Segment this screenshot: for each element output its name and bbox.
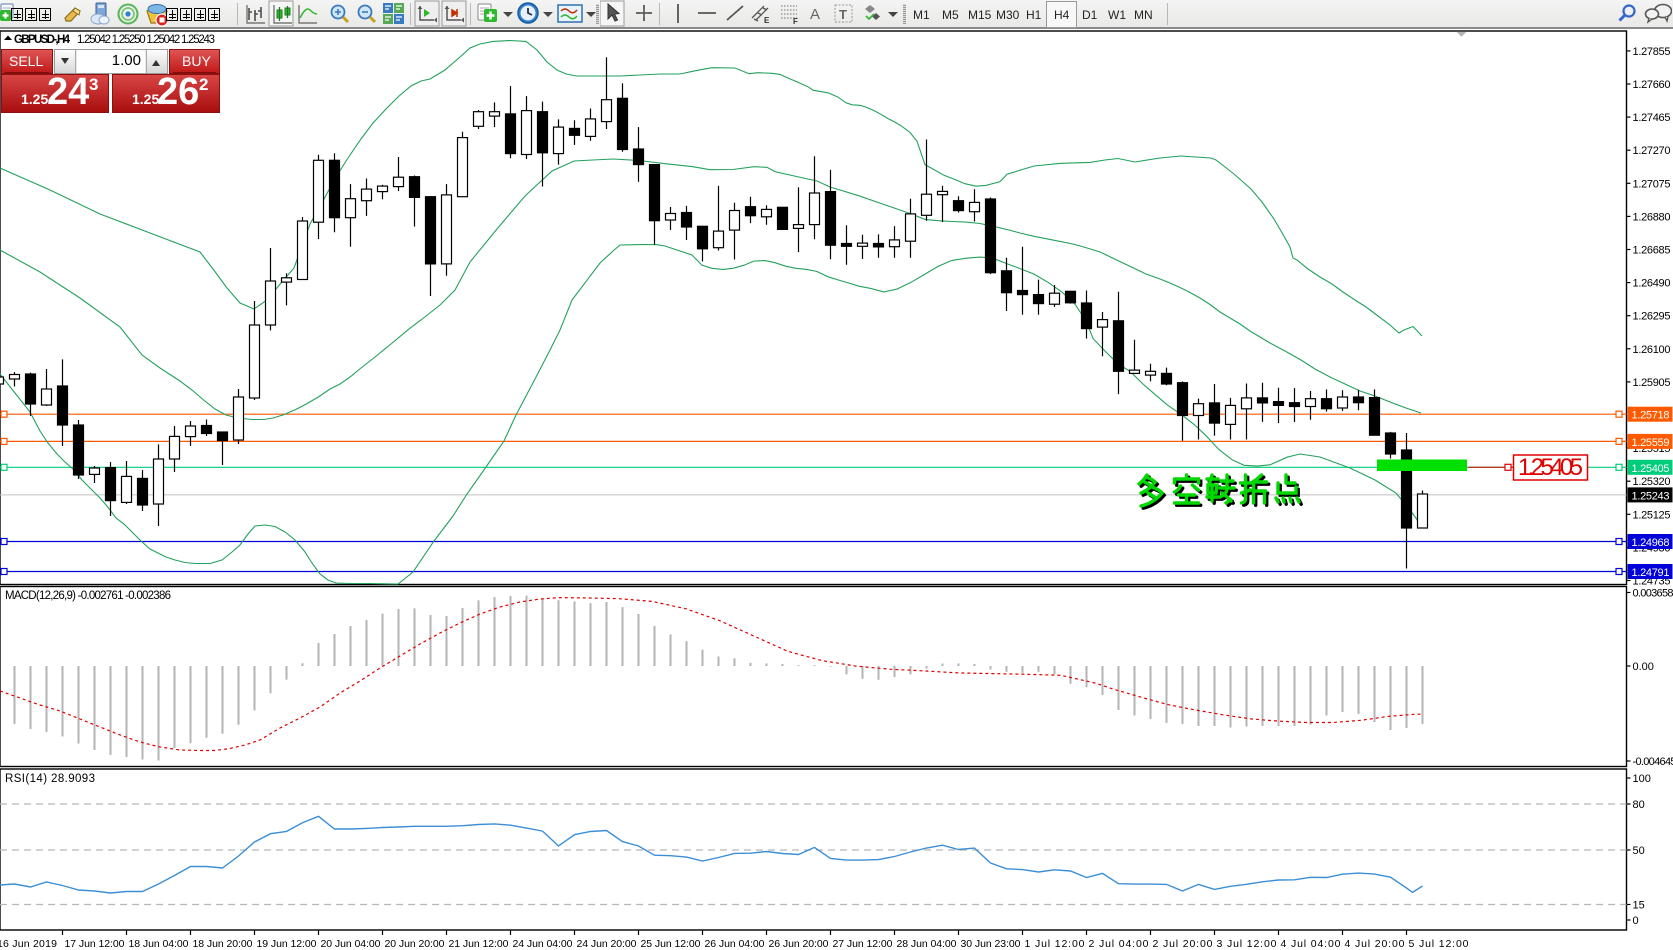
svg-text:1 Jul 12:00: 1 Jul 12:00 (1025, 938, 1085, 950)
svg-text:18 Jun 04:00: 18 Jun 04:00 (129, 938, 189, 950)
svg-text:17 Jun 12:00: 17 Jun 12:00 (65, 938, 125, 950)
svg-text:5 Jul 12:00: 5 Jul 12:00 (1409, 938, 1469, 950)
svg-text:2 Jul 04:00: 2 Jul 04:00 (1089, 938, 1149, 950)
svg-text:25 Jun 12:00: 25 Jun 12:00 (641, 938, 701, 950)
svg-text:1.26685: 1.26685 (1633, 245, 1671, 257)
svg-text:1.24968: 1.24968 (1632, 537, 1670, 549)
svg-text:1.25905: 1.25905 (1633, 377, 1671, 389)
svg-text:20 Jun 20:00: 20 Jun 20:00 (385, 938, 445, 950)
svg-text:RSI(14) 28.9093: RSI(14) 28.9093 (5, 773, 95, 785)
svg-text:1.25125: 1.25125 (1633, 509, 1671, 521)
svg-text:15: 15 (1633, 900, 1645, 912)
svg-text:GBPUSD-,H4: GBPUSD-,H4 (14, 34, 71, 46)
svg-text:A: A (810, 6, 820, 23)
svg-text:24 Jun 04:00: 24 Jun 04:00 (513, 938, 573, 950)
svg-text:1.25320: 1.25320 (1633, 476, 1671, 488)
svg-text:21 Jun 12:00: 21 Jun 12:00 (449, 938, 509, 950)
svg-text:1.25405: 1.25405 (1632, 463, 1670, 475)
svg-text:0: 0 (1633, 915, 1639, 927)
svg-text:19 Jun 12:00: 19 Jun 12:00 (257, 938, 317, 950)
svg-text:16 Jun 2019: 16 Jun 2019 (0, 938, 57, 950)
svg-text:4 Jul 20:00: 4 Jul 20:00 (1345, 938, 1405, 950)
svg-text:1.25042 1.25250 1.25042 1.2524: 1.25042 1.25250 1.25042 1.25243 (77, 34, 215, 46)
svg-text:1.27855: 1.27855 (1633, 46, 1671, 58)
svg-text:1.26490: 1.26490 (1633, 278, 1671, 290)
svg-text:20 Jun 04:00: 20 Jun 04:00 (321, 938, 381, 950)
svg-text:1.24791: 1.24791 (1632, 567, 1670, 579)
svg-text:80: 80 (1633, 799, 1645, 811)
svg-text:18 Jun 20:00: 18 Jun 20:00 (193, 938, 253, 950)
svg-text:28 Jun 04:00: 28 Jun 04:00 (897, 938, 957, 950)
svg-text:1.26100: 1.26100 (1633, 344, 1671, 356)
svg-text:0.00: 0.00 (1633, 661, 1654, 673)
svg-text:4 Jul 04:00: 4 Jul 04:00 (1281, 938, 1341, 950)
svg-text:E: E (764, 16, 770, 25)
svg-text:0.003658: 0.003658 (1633, 588, 1673, 600)
svg-text:3 Jul 12:00: 3 Jul 12:00 (1217, 938, 1277, 950)
svg-text:1.27465: 1.27465 (1633, 112, 1671, 124)
svg-text:1.27075: 1.27075 (1633, 178, 1671, 190)
svg-text:24 Jun 20:00: 24 Jun 20:00 (577, 938, 637, 950)
svg-text:T: T (839, 7, 847, 22)
svg-text:1.27270: 1.27270 (1633, 145, 1671, 157)
svg-text:1.26295: 1.26295 (1633, 311, 1671, 323)
svg-text:26 Jun 20:00: 26 Jun 20:00 (769, 938, 829, 950)
svg-text:2 Jul 20:00: 2 Jul 20:00 (1153, 938, 1213, 950)
svg-text:26 Jun 04:00: 26 Jun 04:00 (705, 938, 765, 950)
svg-text:1.25559: 1.25559 (1632, 437, 1670, 449)
svg-text:1.25405: 1.25405 (1518, 454, 1583, 481)
svg-text:1.27660: 1.27660 (1633, 79, 1671, 91)
svg-text:1.25243: 1.25243 (1632, 490, 1670, 502)
svg-text:100: 100 (1633, 773, 1651, 785)
svg-text:27 Jun 12:00: 27 Jun 12:00 (833, 938, 893, 950)
svg-text:1.26880: 1.26880 (1633, 211, 1671, 223)
svg-text:F: F (793, 17, 798, 26)
svg-text:MACD(12,26,9) -0.002761 -0.002: MACD(12,26,9) -0.002761 -0.002386 (5, 590, 171, 602)
svg-text:50: 50 (1633, 845, 1645, 857)
svg-text:-0.004645: -0.004645 (1633, 756, 1673, 768)
svg-text:30 Jun 23:00: 30 Jun 23:00 (961, 938, 1021, 950)
svg-text:1.25718: 1.25718 (1632, 410, 1670, 422)
